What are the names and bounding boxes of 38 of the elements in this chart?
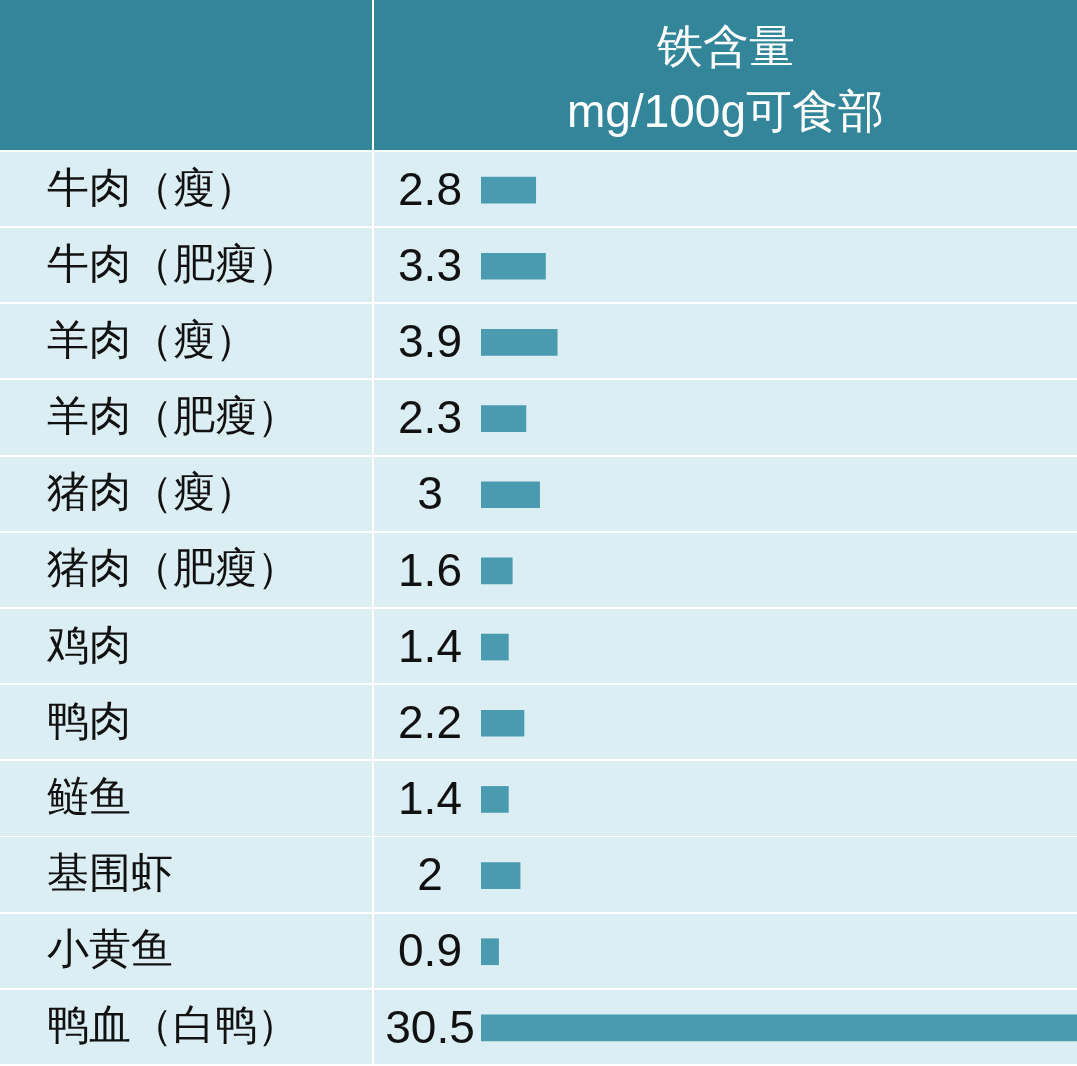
y-tick-label: 猪肉（瘦） (47, 468, 257, 516)
bar (481, 1014, 1077, 1042)
y-tick-label: 羊肉（肥瘦） (47, 392, 299, 440)
data-label: 1.6 (398, 543, 462, 596)
data-label: 2.8 (398, 162, 462, 215)
y-tick-label: 牛肉（肥瘦） (47, 239, 299, 287)
bar (481, 786, 509, 813)
chart-title: 铁含量 (655, 19, 796, 74)
data-label: 2.2 (398, 695, 462, 748)
bar (481, 481, 540, 509)
bar (481, 862, 521, 889)
y-tick-label: 小黄鱼 (47, 925, 173, 973)
bar (481, 252, 546, 280)
data-label: 3 (417, 467, 443, 520)
y-tick-label: 鸭肉 (47, 696, 131, 744)
y-tick-label: 猪肉（肥瘦） (47, 544, 299, 592)
data-label: 30.5 (385, 1000, 475, 1053)
bar (481, 405, 527, 432)
y-tick-label: 羊肉（瘦） (47, 315, 257, 363)
y-tick-label: 牛肉（瘦） (47, 163, 257, 211)
y-tick-label: 鲢鱼 (47, 772, 131, 820)
bar (481, 633, 509, 661)
data-label: 1.4 (398, 772, 462, 825)
y-tick-label: 基围虾 (47, 849, 173, 897)
y-tick-label: 鸭血（白鸭） (47, 1001, 299, 1049)
bar (481, 557, 513, 585)
bar (481, 709, 525, 737)
bar (481, 938, 499, 966)
data-label: 2.3 (398, 391, 462, 444)
chart-subtitle: mg/100g可食部 (566, 84, 885, 139)
data-label: 3.9 (398, 315, 462, 368)
data-label: 2 (417, 848, 443, 901)
data-label: 0.9 (398, 924, 462, 977)
data-label: 3.3 (398, 238, 462, 291)
bar (481, 176, 537, 204)
data-label: 1.4 (398, 619, 462, 672)
y-tick-label: 鸡肉 (46, 620, 131, 668)
bar (481, 329, 558, 356)
